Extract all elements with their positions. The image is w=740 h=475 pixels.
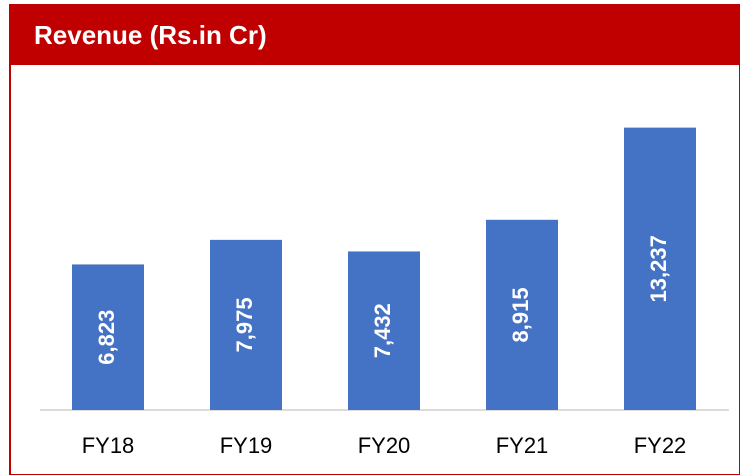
bar — [486, 219, 558, 410]
value-label: 8,915 — [508, 287, 533, 342]
bar — [348, 251, 420, 410]
x-tick-label: FY18 — [82, 433, 135, 458]
bar — [72, 264, 144, 410]
x-tick-label: FY22 — [634, 433, 687, 458]
bar — [210, 239, 282, 410]
value-label: 7,432 — [370, 303, 395, 358]
value-label: 6,823 — [94, 310, 119, 365]
header-bar — [10, 5, 740, 65]
x-tick-label: FY21 — [496, 433, 549, 458]
chart-title: Revenue (Rs.in Cr) — [34, 20, 267, 50]
value-label: 7,975 — [232, 297, 257, 352]
x-tick-label: FY20 — [358, 433, 411, 458]
value-label: 13,237 — [646, 235, 671, 302]
x-tick-label: FY19 — [220, 433, 273, 458]
bar — [624, 127, 696, 411]
